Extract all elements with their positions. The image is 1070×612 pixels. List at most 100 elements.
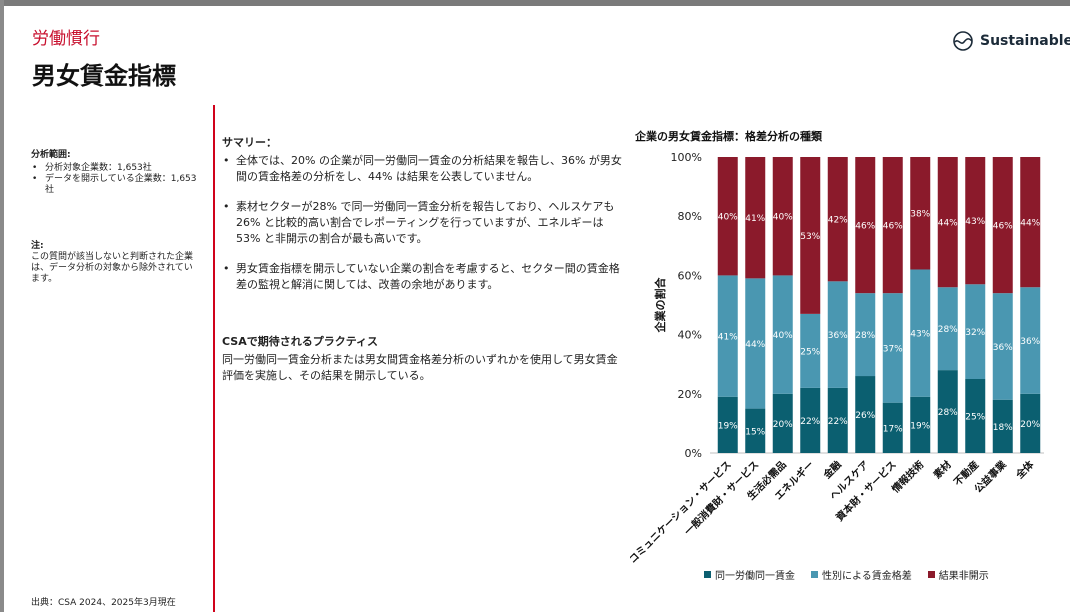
bar-segment <box>937 370 958 453</box>
data-label: 46% <box>855 222 875 232</box>
bar-segment <box>745 408 766 453</box>
data-label: 25% <box>800 347 820 357</box>
legend-label: 結果非開示 <box>938 571 989 582</box>
bar-segment <box>772 393 793 453</box>
legend-swatch <box>704 571 711 578</box>
legend-label: 性別による賃金格差 <box>822 571 912 582</box>
source-note: 出典：CSA 2024、2025年3月現在 <box>31 598 176 608</box>
section-title: 労働慣行 <box>32 29 100 49</box>
data-label: 53% <box>800 232 820 242</box>
data-label: 46% <box>883 222 903 232</box>
data-label: 25% <box>965 413 985 423</box>
sustainable1-logo-icon <box>953 31 973 51</box>
legend-item: 性別による賃金格差 <box>811 567 912 582</box>
data-label: 28% <box>938 408 958 418</box>
y-tick-label: 40% <box>678 329 702 342</box>
data-label: 44% <box>1020 219 1040 229</box>
bar-segment <box>937 287 958 371</box>
y-tick-label: 0% <box>685 447 702 460</box>
y-axis-title: 企業の割合 <box>653 277 667 334</box>
scope-item-disclosing: データを開示している企業数：1,653社 <box>31 174 203 196</box>
logo: Sustainable1 <box>952 30 1070 52</box>
bar-segment <box>910 269 931 397</box>
data-label: 42% <box>828 216 848 226</box>
bar-segment <box>992 399 1013 453</box>
data-label: 17% <box>883 424 903 434</box>
data-label: 20% <box>1020 420 1040 430</box>
csa-heading: CSAで期待されるプラクティス <box>222 335 379 348</box>
bar-segment <box>855 293 876 377</box>
bar-segment <box>965 157 986 285</box>
stacked-bar-chart: 0% 20% 40% 60% 80% 100% 企業の割合 19% 41% 40% コミュニケーショ… <box>630 151 1044 566</box>
bar-segment <box>800 313 821 388</box>
data-label: 40% <box>718 213 738 223</box>
bar-segment <box>910 157 931 270</box>
note-text: この質問が該当しないと判断された企業は、データ分析の対象から除外されています。 <box>31 252 194 284</box>
analysis-scope: 分析範囲: 分析対象企業数：1,653社 データを開示している企業数：1,653… <box>31 150 203 196</box>
bar-segment <box>965 284 986 379</box>
summary-heading: サマリー： <box>222 136 277 149</box>
data-label: 43% <box>965 217 985 227</box>
bar-segment <box>1020 287 1041 394</box>
bar-segment <box>827 281 848 388</box>
top-border <box>0 0 1070 6</box>
bar-segment <box>717 396 738 453</box>
y-tick-label: 80% <box>678 210 702 223</box>
csa-practice: CSAで期待されるプラクティス 同一労働同一賃金分析または男女間賃金格差分析のい… <box>222 334 622 384</box>
bar-segment <box>882 402 903 453</box>
bar-segment <box>882 157 903 294</box>
legend-label: 同一労働同一賃金 <box>715 571 795 582</box>
data-label: 28% <box>938 325 958 335</box>
category-label: 金融 <box>820 458 844 482</box>
data-label: 36% <box>1020 337 1040 347</box>
bar-segment <box>800 157 821 314</box>
chart-title: 企業の男女賃金指標：格差分析の種類 <box>635 130 822 143</box>
data-label: 26% <box>855 411 875 421</box>
bar-segment <box>717 275 738 397</box>
summary: サマリー： 全体では、20% の企業が同一労働同一賃金の分析結果を報告し、36%… <box>222 135 622 307</box>
data-label: 37% <box>883 344 903 354</box>
bar-segment <box>827 387 848 453</box>
bar-segment <box>827 157 848 282</box>
bar-segment <box>855 157 876 294</box>
summary-list: 全体では、20% の企業が同一労働同一賃金の分析結果を報告し、36% が男女間の… <box>222 153 622 293</box>
category-label: コミュニケーション・サービス <box>630 458 734 566</box>
category-label: 全体 <box>1012 457 1037 482</box>
bar-segment <box>1020 393 1041 453</box>
data-label: 22% <box>800 417 820 427</box>
data-label: 22% <box>828 417 848 427</box>
notes: 注: この質問が該当しないと判断された企業は、データ分析の対象から除外されていま… <box>31 241 201 285</box>
csa-text: 同一労働同一賃金分析または男女間賃金格差分析のいずれかを使用して男女賃金評価を実… <box>222 353 618 382</box>
bar-segment <box>965 379 986 453</box>
legend-swatch <box>927 571 935 578</box>
data-label: 19% <box>718 421 738 431</box>
bar-segment <box>882 293 903 403</box>
legend-item: 同一労働同一賃金 <box>704 567 795 582</box>
bar-segment <box>800 387 821 453</box>
bar-segment <box>910 396 931 453</box>
data-label: 36% <box>828 331 848 341</box>
y-tick-label: 20% <box>678 388 702 401</box>
vertical-divider <box>213 105 215 612</box>
y-tick-label: 60% <box>678 269 702 282</box>
scope-item-companies: 分析対象企業数：1,653社 <box>31 163 203 174</box>
summary-bullet: 全体では、20% の企業が同一労働同一賃金の分析結果を報告し、36% が男女間の… <box>222 153 622 185</box>
chart-legend: 同一労働同一賃金 性別による賃金格差 結果非開示 <box>704 567 989 582</box>
data-label: 41% <box>718 333 738 343</box>
data-label: 44% <box>745 340 765 350</box>
data-label: 15% <box>745 427 765 437</box>
data-label: 40% <box>773 213 793 223</box>
data-label: 43% <box>910 330 930 340</box>
data-label: 36% <box>993 343 1013 353</box>
summary-bullet: 素材セクターが28% で同一労働同一賃金分析を報告しており、ヘルスケアも 26%… <box>222 199 622 247</box>
bar-segment <box>772 275 793 394</box>
y-tick-label: 100% <box>671 151 702 164</box>
bar-segment <box>745 278 766 409</box>
legend-swatch <box>811 571 818 578</box>
bar-segment <box>717 157 738 276</box>
data-label: 46% <box>993 222 1013 232</box>
bar-segment <box>992 293 1013 400</box>
bar-segment <box>745 157 766 279</box>
page-title: 男女賃金指標 <box>32 62 176 90</box>
category-label: 素材 <box>931 458 954 481</box>
